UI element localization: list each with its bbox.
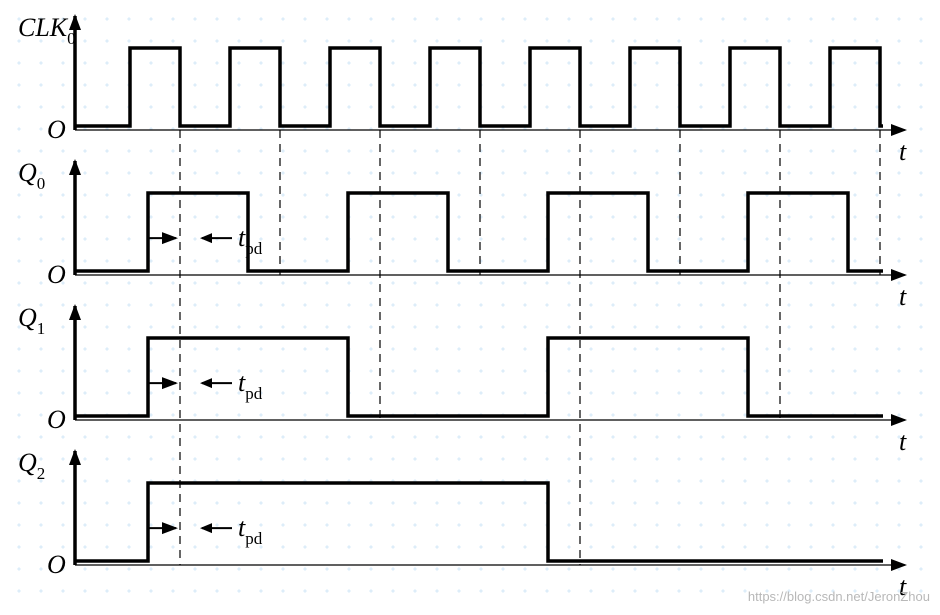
- watermark-text: https://blog.csdn.net/JeronZhou: [748, 589, 930, 604]
- svg-text:tpd: tpd: [238, 368, 263, 403]
- svg-text:tpd: tpd: [238, 223, 263, 258]
- svg-text:t: t: [899, 282, 907, 311]
- svg-text:O: O: [47, 405, 66, 434]
- timing-diagram: CLK0OtQ0OttpdQ1OttpdQ2Ottpd: [0, 0, 940, 610]
- svg-text:O: O: [47, 260, 66, 289]
- svg-text:O: O: [47, 550, 66, 579]
- svg-text:Q0: Q0: [18, 158, 45, 193]
- svg-text:t: t: [899, 427, 907, 456]
- svg-text:CLK0: CLK0: [18, 13, 76, 48]
- svg-text:tpd: tpd: [238, 513, 263, 548]
- svg-text:O: O: [47, 115, 66, 144]
- svg-text:t: t: [899, 137, 907, 166]
- svg-text:Q1: Q1: [18, 303, 45, 338]
- svg-text:Q2: Q2: [18, 448, 45, 483]
